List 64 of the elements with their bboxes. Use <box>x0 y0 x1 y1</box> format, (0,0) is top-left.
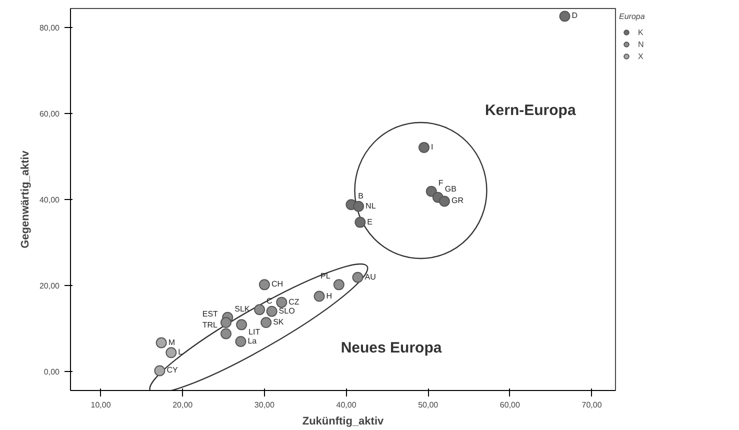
y-tick-label: 60,00 <box>39 109 60 118</box>
point <box>254 304 266 316</box>
point <box>260 317 272 328</box>
annotation: SLK <box>234 304 250 314</box>
y-tick-label: 80,00 <box>39 23 60 32</box>
point <box>154 365 166 376</box>
legend-label: X <box>638 52 644 60</box>
annotation: I <box>431 142 434 152</box>
annotation: Kern-Europa <box>484 102 576 119</box>
point <box>258 279 270 290</box>
x-tick-label: 40,00 <box>336 400 357 410</box>
point <box>236 319 248 330</box>
point <box>235 336 246 347</box>
y-tick-label: 0,00 <box>44 368 60 377</box>
point <box>438 196 450 207</box>
point <box>426 186 437 197</box>
x-axis-title: Zukünftig_aktiv <box>302 416 385 428</box>
legend-title: Europa <box>619 12 646 21</box>
point <box>166 347 177 358</box>
annotation: EST <box>202 310 218 319</box>
point <box>352 272 364 283</box>
annotation: CY <box>166 366 178 375</box>
annotation: D <box>572 11 578 20</box>
annotation: GB <box>444 184 456 194</box>
legend-label: K <box>638 28 644 36</box>
y-axis-title: Gegenwärtig_aktiv <box>19 150 32 248</box>
point <box>276 296 288 308</box>
annotation: M <box>168 338 176 347</box>
y-tick-label: 20,00 <box>39 282 60 291</box>
annotation: LIT <box>248 328 260 337</box>
annotation: F <box>438 178 444 188</box>
point <box>314 290 325 302</box>
annotation: CH <box>271 280 284 289</box>
annotation: TRL <box>202 320 218 330</box>
point <box>353 200 364 212</box>
point <box>220 317 232 328</box>
point <box>418 142 430 153</box>
point <box>354 216 366 228</box>
x-tick-label: 50,00 <box>418 400 439 410</box>
x-tick-label: 60,00 <box>500 400 520 410</box>
point <box>266 306 278 317</box>
annotation: L <box>178 348 184 357</box>
point <box>156 337 167 348</box>
annotation: SK <box>273 318 284 327</box>
x-tick-label: 70,00 <box>582 400 602 410</box>
point <box>559 10 570 22</box>
annotation: H <box>326 291 332 300</box>
annotation: GR <box>451 196 464 206</box>
x-tick-label: 20,00 <box>172 400 194 410</box>
annotation: B <box>358 192 364 201</box>
annotation: SLO <box>278 306 295 316</box>
point <box>333 279 344 290</box>
annotation: AU <box>364 272 376 282</box>
annotation: NL <box>366 201 376 210</box>
legend-label: N <box>638 40 645 48</box>
point <box>220 328 232 340</box>
annotation: La <box>248 336 258 346</box>
annotation: CZ <box>288 297 300 306</box>
x-tick-label: 10,00 <box>90 400 112 410</box>
annotation: Neues Europa <box>340 339 442 356</box>
y-tick-label: 40,00 <box>39 196 60 204</box>
x-tick-label: 30,00 <box>254 400 275 410</box>
annotation: E <box>367 217 373 226</box>
annotation: PL <box>320 272 331 281</box>
